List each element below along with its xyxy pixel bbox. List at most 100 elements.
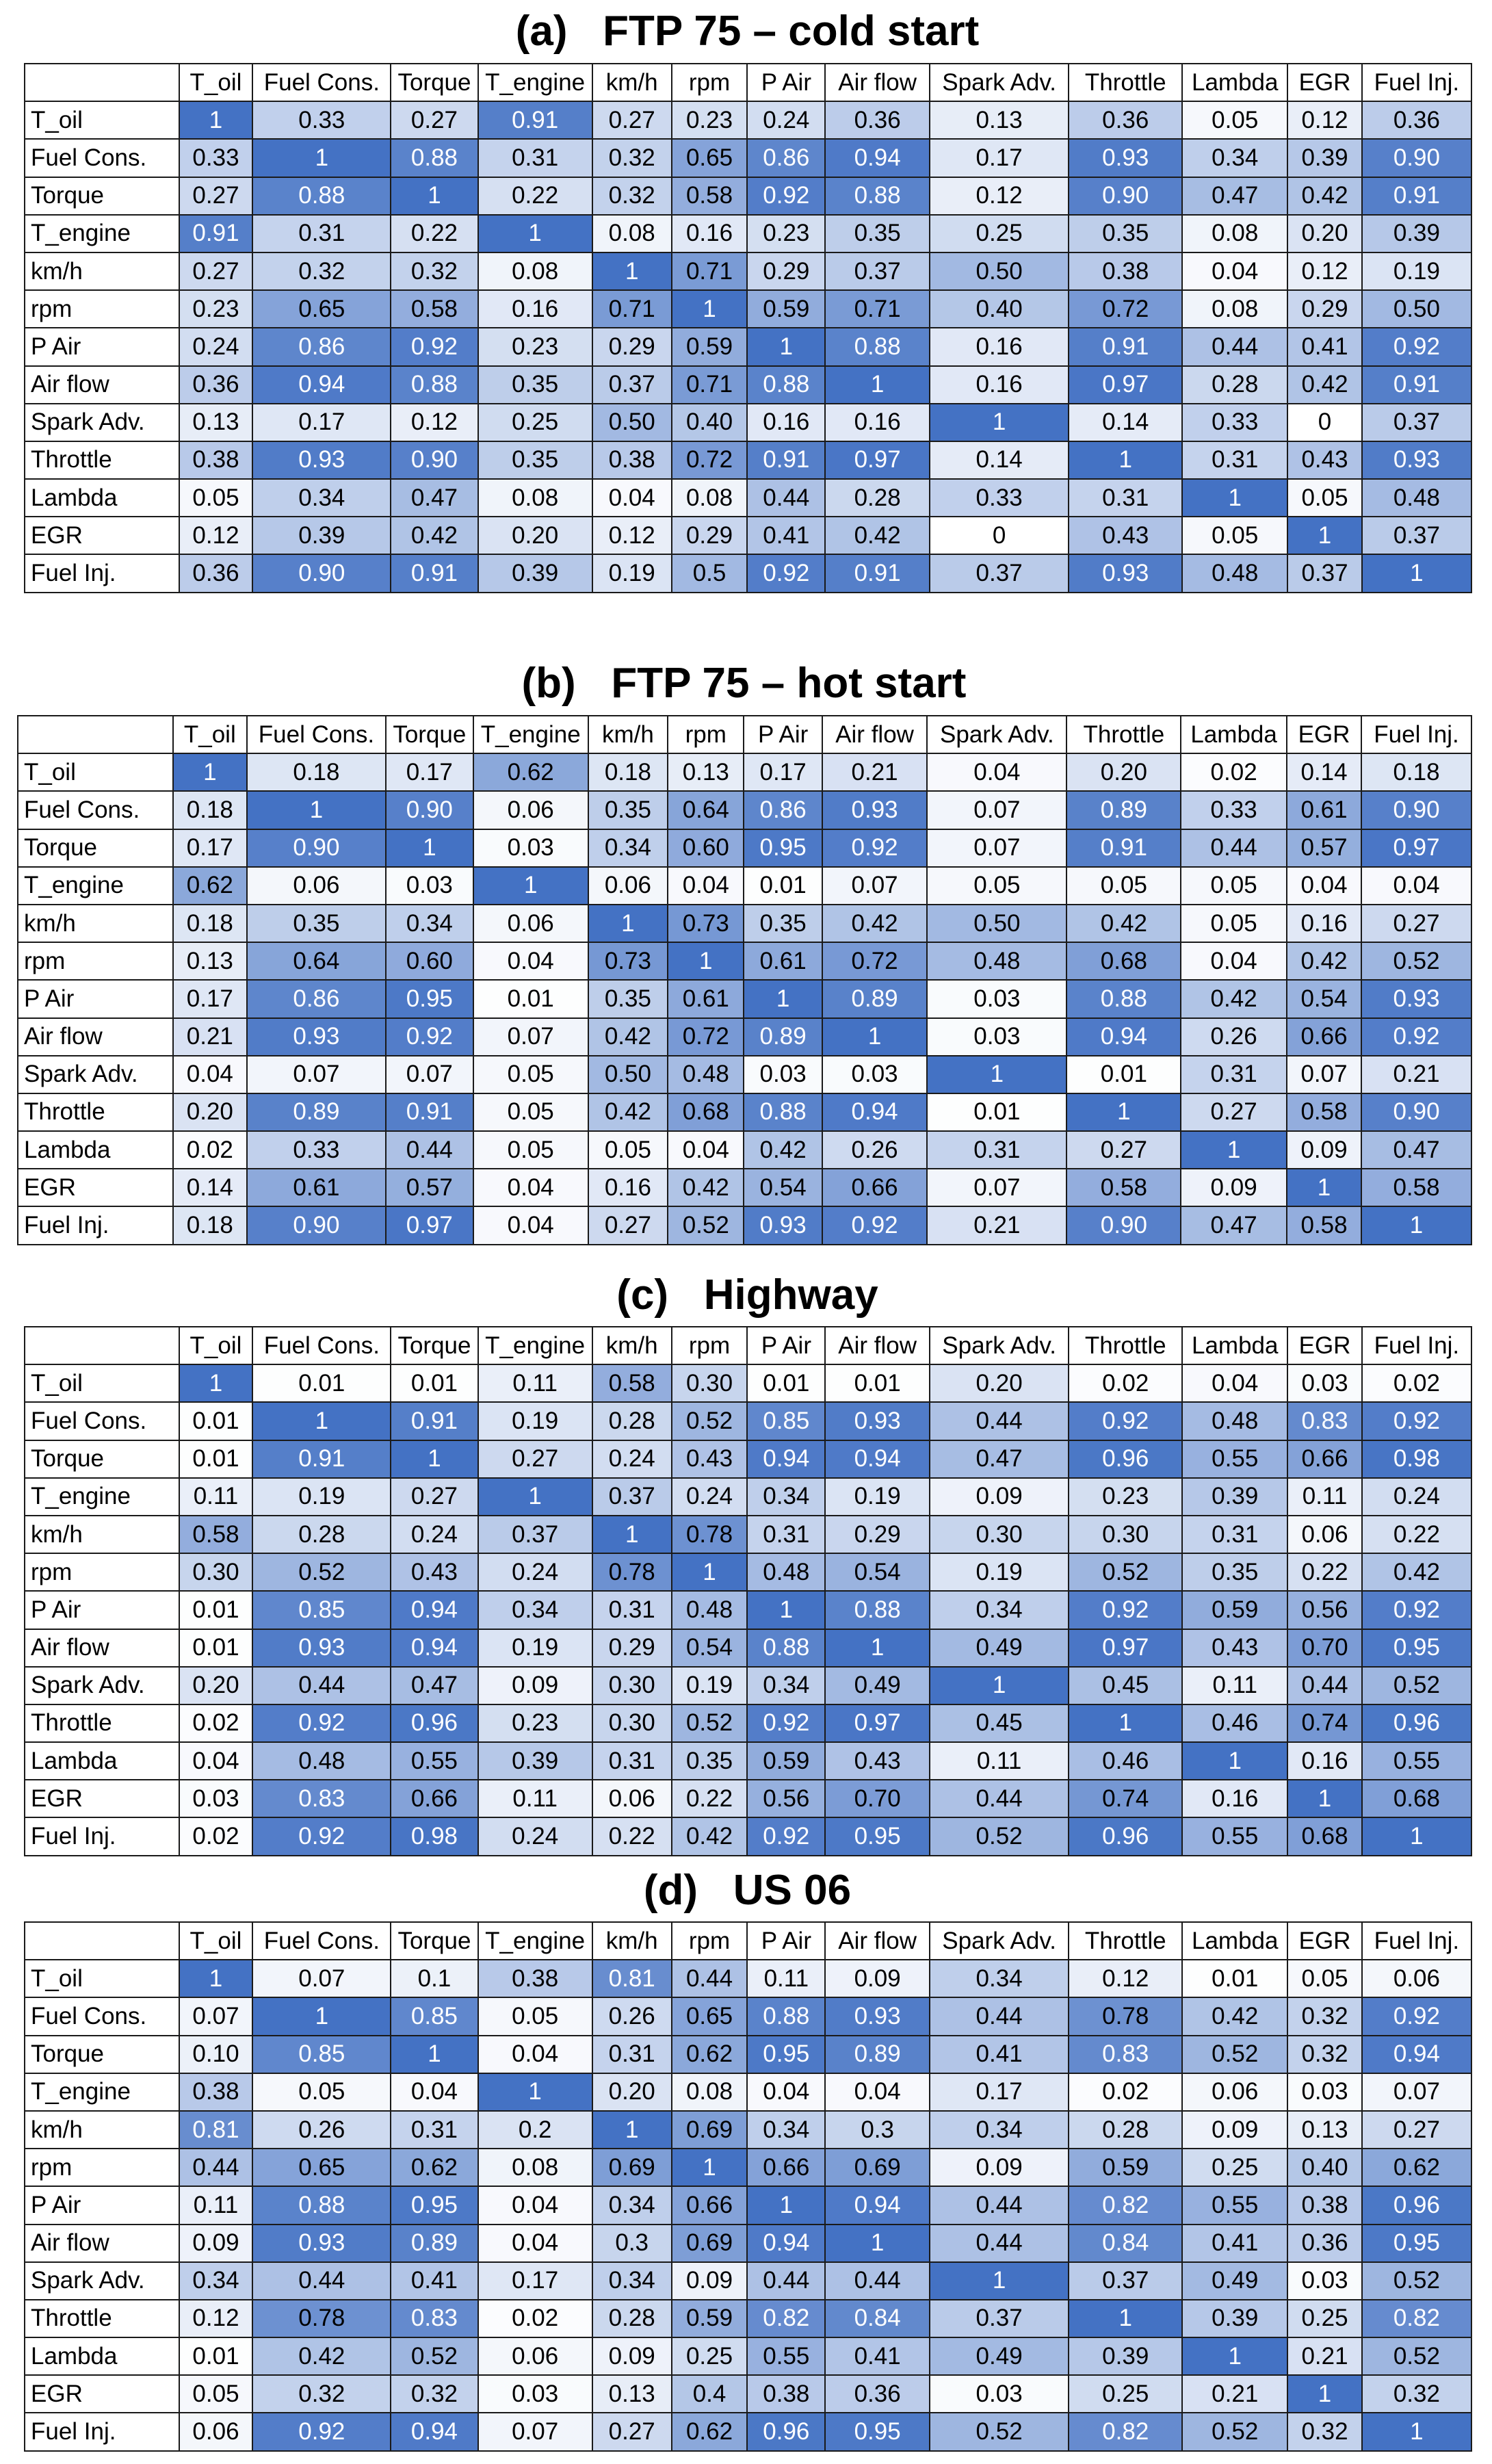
heatmap-cell: 0.34 [384, 903, 474, 944]
heatmap-cell: 0.60 [667, 828, 745, 868]
heatmap-cell: 0.88 [1066, 979, 1182, 1019]
heatmap-cell: 0.44 [929, 2186, 1070, 2225]
heatmap-cell: 0.19 [591, 554, 672, 593]
heatmap-cell: 0.22 [591, 1817, 672, 1856]
heatmap-cell: 0.14 [929, 440, 1070, 480]
heatmap-cell: 0.89 [1066, 790, 1182, 830]
heatmap-cell: 0.93 [821, 790, 928, 830]
heatmap-cell: 0.44 [929, 2223, 1070, 2263]
heatmap-cell: 0.42 [1287, 365, 1363, 404]
heatmap-cell: 1 [587, 903, 669, 944]
heatmap-cell: 0.27 [591, 2412, 672, 2452]
heatmap-cell: 1 [929, 402, 1070, 442]
heatmap-cell: 0.05 [178, 478, 254, 518]
heatmap-cell: 0.91 [1361, 176, 1472, 216]
heatmap-cell: 0.68 [1066, 942, 1182, 981]
heatmap-cell: 0.62 [390, 2148, 479, 2188]
heatmap-cell: 0.41 [824, 2337, 931, 2376]
table-row: rpm 0.23 0.65 0.58 0.16 0.71 1 0.59 0.71 0.40 0.72… [24, 289, 1472, 329]
heatmap-cell: 0.29 [591, 1628, 672, 1668]
column-header: Torque [390, 1325, 479, 1366]
table-row: Spark Adv. 0.04 0.07 0.07 0.05 0.50 0.48 0.03 0.… [17, 1054, 1472, 1094]
row-header: EGR [24, 516, 180, 556]
heatmap-cell: 0.42 [743, 1130, 823, 1170]
heatmap-cell: 0.34 [252, 478, 392, 518]
heatmap-cell: 1 [477, 2072, 593, 2112]
heatmap-cell: 0.32 [1361, 2374, 1472, 2414]
heatmap-cell: 0.94 [824, 138, 931, 178]
table-row: Air flow 0.09 0.93 0.89 0.04 0.3 0.69 0.94 1 0.44… [24, 2223, 1472, 2263]
heatmap-cell: 0.59 [670, 327, 748, 367]
heatmap-cell: 1 [477, 1477, 593, 1516]
heatmap-cell: 0.2 [477, 2110, 593, 2150]
table-row: EGR 0.14 0.61 0.57 0.04 0.16 0.42 0.54 0.66 0.07 0… [17, 1168, 1472, 1208]
heatmap-cell: 0.18 [172, 1206, 248, 1245]
heatmap-cell: 0.88 [743, 1092, 823, 1132]
heatmap-cell: 0.88 [390, 365, 479, 404]
heatmap-cell: 0.20 [178, 1665, 254, 1705]
panel-title: (d) US 06 [643, 1867, 852, 1914]
table-row: T_oil 1 0.18 0.17 0.62 0.18 0.13 0.17 0.21 0.04 0.… [17, 753, 1472, 792]
heatmap-cell: 0.06 [178, 2412, 254, 2452]
row-header: Air flow [24, 365, 180, 404]
heatmap-cell: 0.06 [472, 790, 589, 830]
heatmap-cell: 0.38 [746, 2374, 826, 2414]
heatmap-cell: 0.01 [178, 1628, 254, 1668]
heatmap-cell: 0.62 [472, 753, 589, 792]
heatmap-cell: 0.92 [746, 176, 826, 216]
heatmap-cell: 0.69 [591, 2148, 672, 2188]
heatmap-cell: 0.21 [1361, 1054, 1472, 1094]
heatmap-cell: 0.04 [1285, 866, 1363, 905]
heatmap-cell: 0.01 [746, 1364, 826, 1403]
heatmap-cell: 0.33 [1181, 402, 1289, 442]
heatmap-cell: 0.95 [746, 2034, 826, 2074]
heatmap-cell: 0.89 [743, 1017, 823, 1056]
heatmap-cell: 0.81 [591, 1959, 672, 1999]
column-header: Lambda [1181, 62, 1289, 103]
row-header: EGR [24, 2374, 180, 2414]
row-header: EGR [24, 1779, 180, 1819]
heatmap-cell: 0.23 [1068, 1477, 1183, 1516]
heatmap-cell: 0.25 [929, 213, 1070, 253]
heatmap-cell: 0.90 [1066, 1206, 1182, 1245]
heatmap-cell: 0.41 [929, 2034, 1070, 2074]
heatmap-cell: 0.42 [821, 903, 928, 944]
heatmap-cell: 0.04 [1181, 251, 1289, 291]
heatmap-cell: 0.28 [1068, 2110, 1183, 2150]
heatmap-cell: 0.08 [591, 213, 672, 253]
table-row: T_engine 0.38 0.05 0.04 1 0.20 0.08 0.04 0.04 0.1… [24, 2072, 1472, 2112]
heatmap-cell: 0.01 [178, 1590, 254, 1630]
heatmap-cell: 0.93 [824, 1401, 931, 1441]
column-header: Air flow [824, 1921, 931, 1961]
heatmap-cell: 0.26 [821, 1130, 928, 1170]
heatmap-cell: 0.22 [390, 213, 479, 253]
heatmap-cell: 0.46 [1181, 1703, 1289, 1743]
heatmap-cell: 0.20 [929, 1364, 1070, 1403]
heatmap-cell: 0.20 [172, 1092, 248, 1132]
heatmap-cell: 0.09 [929, 2148, 1070, 2188]
heatmap-cell: 1 [1066, 1092, 1182, 1132]
heatmap-cell: 0.78 [252, 2298, 392, 2339]
table-row: EGR 0.12 0.39 0.42 0.20 0.12 0.29 0.41 0.42 0 0.43… [24, 516, 1472, 556]
heatmap-cell: 0.39 [252, 516, 392, 556]
row-header: Lambda [17, 1130, 174, 1170]
heatmap-cell: 0.72 [667, 1017, 745, 1056]
column-header: Throttle [1068, 1921, 1183, 1961]
heatmap-cell: 0.78 [591, 1553, 672, 1592]
table-row: T_oil 1 0.33 0.27 0.91 0.27 0.23 0.24 0.36 0.13 0.… [24, 101, 1472, 140]
heatmap-cell: 0.37 [477, 1514, 593, 1555]
table-row: Lambda 0.02 0.33 0.44 0.05 0.05 0.04 0.42 0.26 0.… [17, 1130, 1472, 1170]
heatmap-cell: 0.81 [178, 2110, 254, 2150]
heatmap-cell: 0.83 [1068, 2034, 1183, 2074]
column-header: T_oil [178, 1921, 254, 1961]
heatmap-cell: 0.93 [1361, 440, 1472, 480]
heatmap-cell: 0.32 [1287, 1997, 1363, 2036]
heatmap-cell: 0.32 [1287, 2034, 1363, 2074]
heatmap-cell: 0.44 [929, 1401, 1070, 1441]
row-header: km/h [17, 903, 174, 944]
heatmap-cell: 0.07 [477, 2412, 593, 2452]
heatmap-cell: 0.52 [1361, 1665, 1472, 1705]
corner-cell [17, 714, 174, 755]
heatmap-cell: 0.44 [252, 2261, 392, 2300]
column-header: T_engine [472, 714, 589, 755]
